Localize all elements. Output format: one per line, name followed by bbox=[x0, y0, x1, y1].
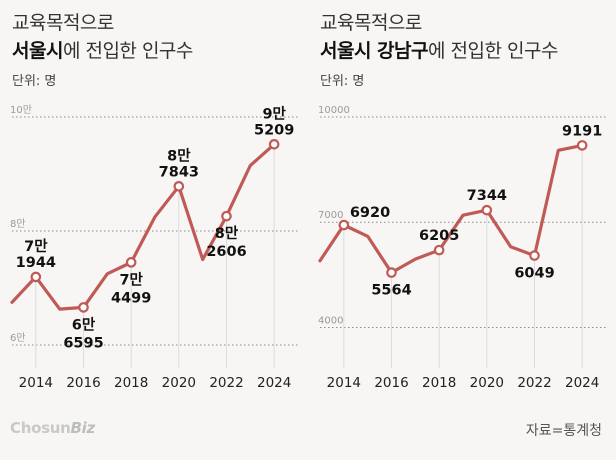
x-tick-label: 2024 bbox=[257, 375, 291, 391]
data-point-marker bbox=[221, 210, 232, 222]
y-tick-label: 7000 bbox=[318, 210, 343, 221]
data-point-marker bbox=[125, 257, 137, 268]
x-tick-label: 2024 bbox=[565, 375, 599, 391]
chosunbiz-logo: ChosunBiz bbox=[10, 419, 95, 437]
data-label: 9만 bbox=[262, 105, 286, 122]
data-label: 7344 bbox=[467, 188, 507, 204]
y-tick-label: 10만 bbox=[10, 104, 32, 116]
data-point-marker bbox=[529, 250, 540, 261]
data-label: 2606 bbox=[206, 244, 246, 260]
data-label: 8만 bbox=[215, 225, 239, 242]
data-label: 6205 bbox=[419, 228, 459, 244]
x-tick-label: 2022 bbox=[517, 375, 551, 391]
x-tick-label: 2020 bbox=[470, 375, 504, 391]
x-tick-label: 2016 bbox=[374, 375, 408, 391]
data-label: 1944 bbox=[16, 255, 56, 271]
data-label: 6920 bbox=[350, 205, 390, 221]
data-point-marker bbox=[338, 219, 350, 231]
data-point-marker bbox=[433, 244, 445, 256]
x-tick-label: 2016 bbox=[66, 375, 100, 391]
right-chart-title-rest: 에 전입한 인구수 bbox=[428, 40, 558, 62]
data-point-marker bbox=[576, 140, 588, 151]
x-tick-label: 2014 bbox=[327, 375, 361, 391]
left-chart-title-line2: 서울시에 전입한 인구수 bbox=[12, 36, 193, 63]
x-tick-label: 2022 bbox=[209, 375, 243, 391]
source-note: 자료=통계청 bbox=[525, 423, 602, 439]
right-chart-panel: 교육목적으로 서울시 강남구에 전입한 인구수 단위: 명 10000 7000 4… bbox=[308, 0, 608, 400]
right-chart-title-line1: 교육목적으로 bbox=[320, 12, 422, 34]
data-label: 7만 bbox=[119, 271, 143, 288]
right-line-chart: 10000 7000 4000 2014 2016 2018 2020 2022 2024 692… bbox=[318, 105, 606, 391]
data-point-marker bbox=[481, 204, 493, 216]
data-point-marker bbox=[78, 302, 89, 313]
x-tick-label: 2018 bbox=[422, 375, 456, 391]
y-tick-label: 10000 bbox=[318, 105, 350, 116]
logo-accent-text: Biz bbox=[70, 419, 95, 437]
left-chart-title-bold: 서울시 bbox=[12, 40, 63, 62]
y-tick-label: 4000 bbox=[318, 315, 343, 326]
x-tick-label: 2014 bbox=[19, 375, 53, 391]
y-tick-label: 6만 bbox=[10, 332, 26, 344]
logo-main-text: Chosun bbox=[10, 419, 71, 437]
data-label: 9191 bbox=[562, 123, 602, 139]
left-chart-panel: 교육목적으로 서울시에 전입한 인구수 단위: 명 10만 8만 6만 2014 201… bbox=[0, 0, 300, 400]
series-line bbox=[10, 142, 276, 311]
data-label: 7만 bbox=[24, 238, 48, 255]
y-tick-label: 8만 bbox=[10, 218, 26, 230]
data-label: 8만 bbox=[167, 147, 191, 164]
data-label: 6049 bbox=[514, 266, 554, 282]
data-point-marker bbox=[268, 139, 280, 150]
series-line bbox=[318, 143, 584, 275]
data-label: 5209 bbox=[254, 122, 294, 138]
x-tick-label: 2020 bbox=[162, 375, 196, 391]
data-label: 7843 bbox=[159, 164, 199, 180]
data-point-marker bbox=[30, 271, 42, 283]
data-label: 4499 bbox=[111, 290, 151, 306]
right-chart-title-bold: 서울시 강남구 bbox=[320, 40, 429, 62]
right-chart-unit: 단위: 명 bbox=[320, 74, 365, 89]
data-label: 6만 bbox=[72, 316, 96, 333]
left-chart-unit: 단위: 명 bbox=[12, 74, 57, 89]
x-tick-label: 2018 bbox=[114, 375, 148, 391]
data-point-marker bbox=[386, 267, 397, 278]
data-label: 6595 bbox=[63, 335, 103, 351]
data-point-marker bbox=[173, 180, 185, 192]
data-label: 5564 bbox=[371, 283, 411, 299]
left-chart-title-line1: 교육목적으로 bbox=[12, 12, 114, 34]
right-chart-title-line2: 서울시 강남구에 전입한 인구수 bbox=[320, 36, 558, 63]
left-chart-title-rest: 에 전입한 인구수 bbox=[62, 40, 193, 62]
